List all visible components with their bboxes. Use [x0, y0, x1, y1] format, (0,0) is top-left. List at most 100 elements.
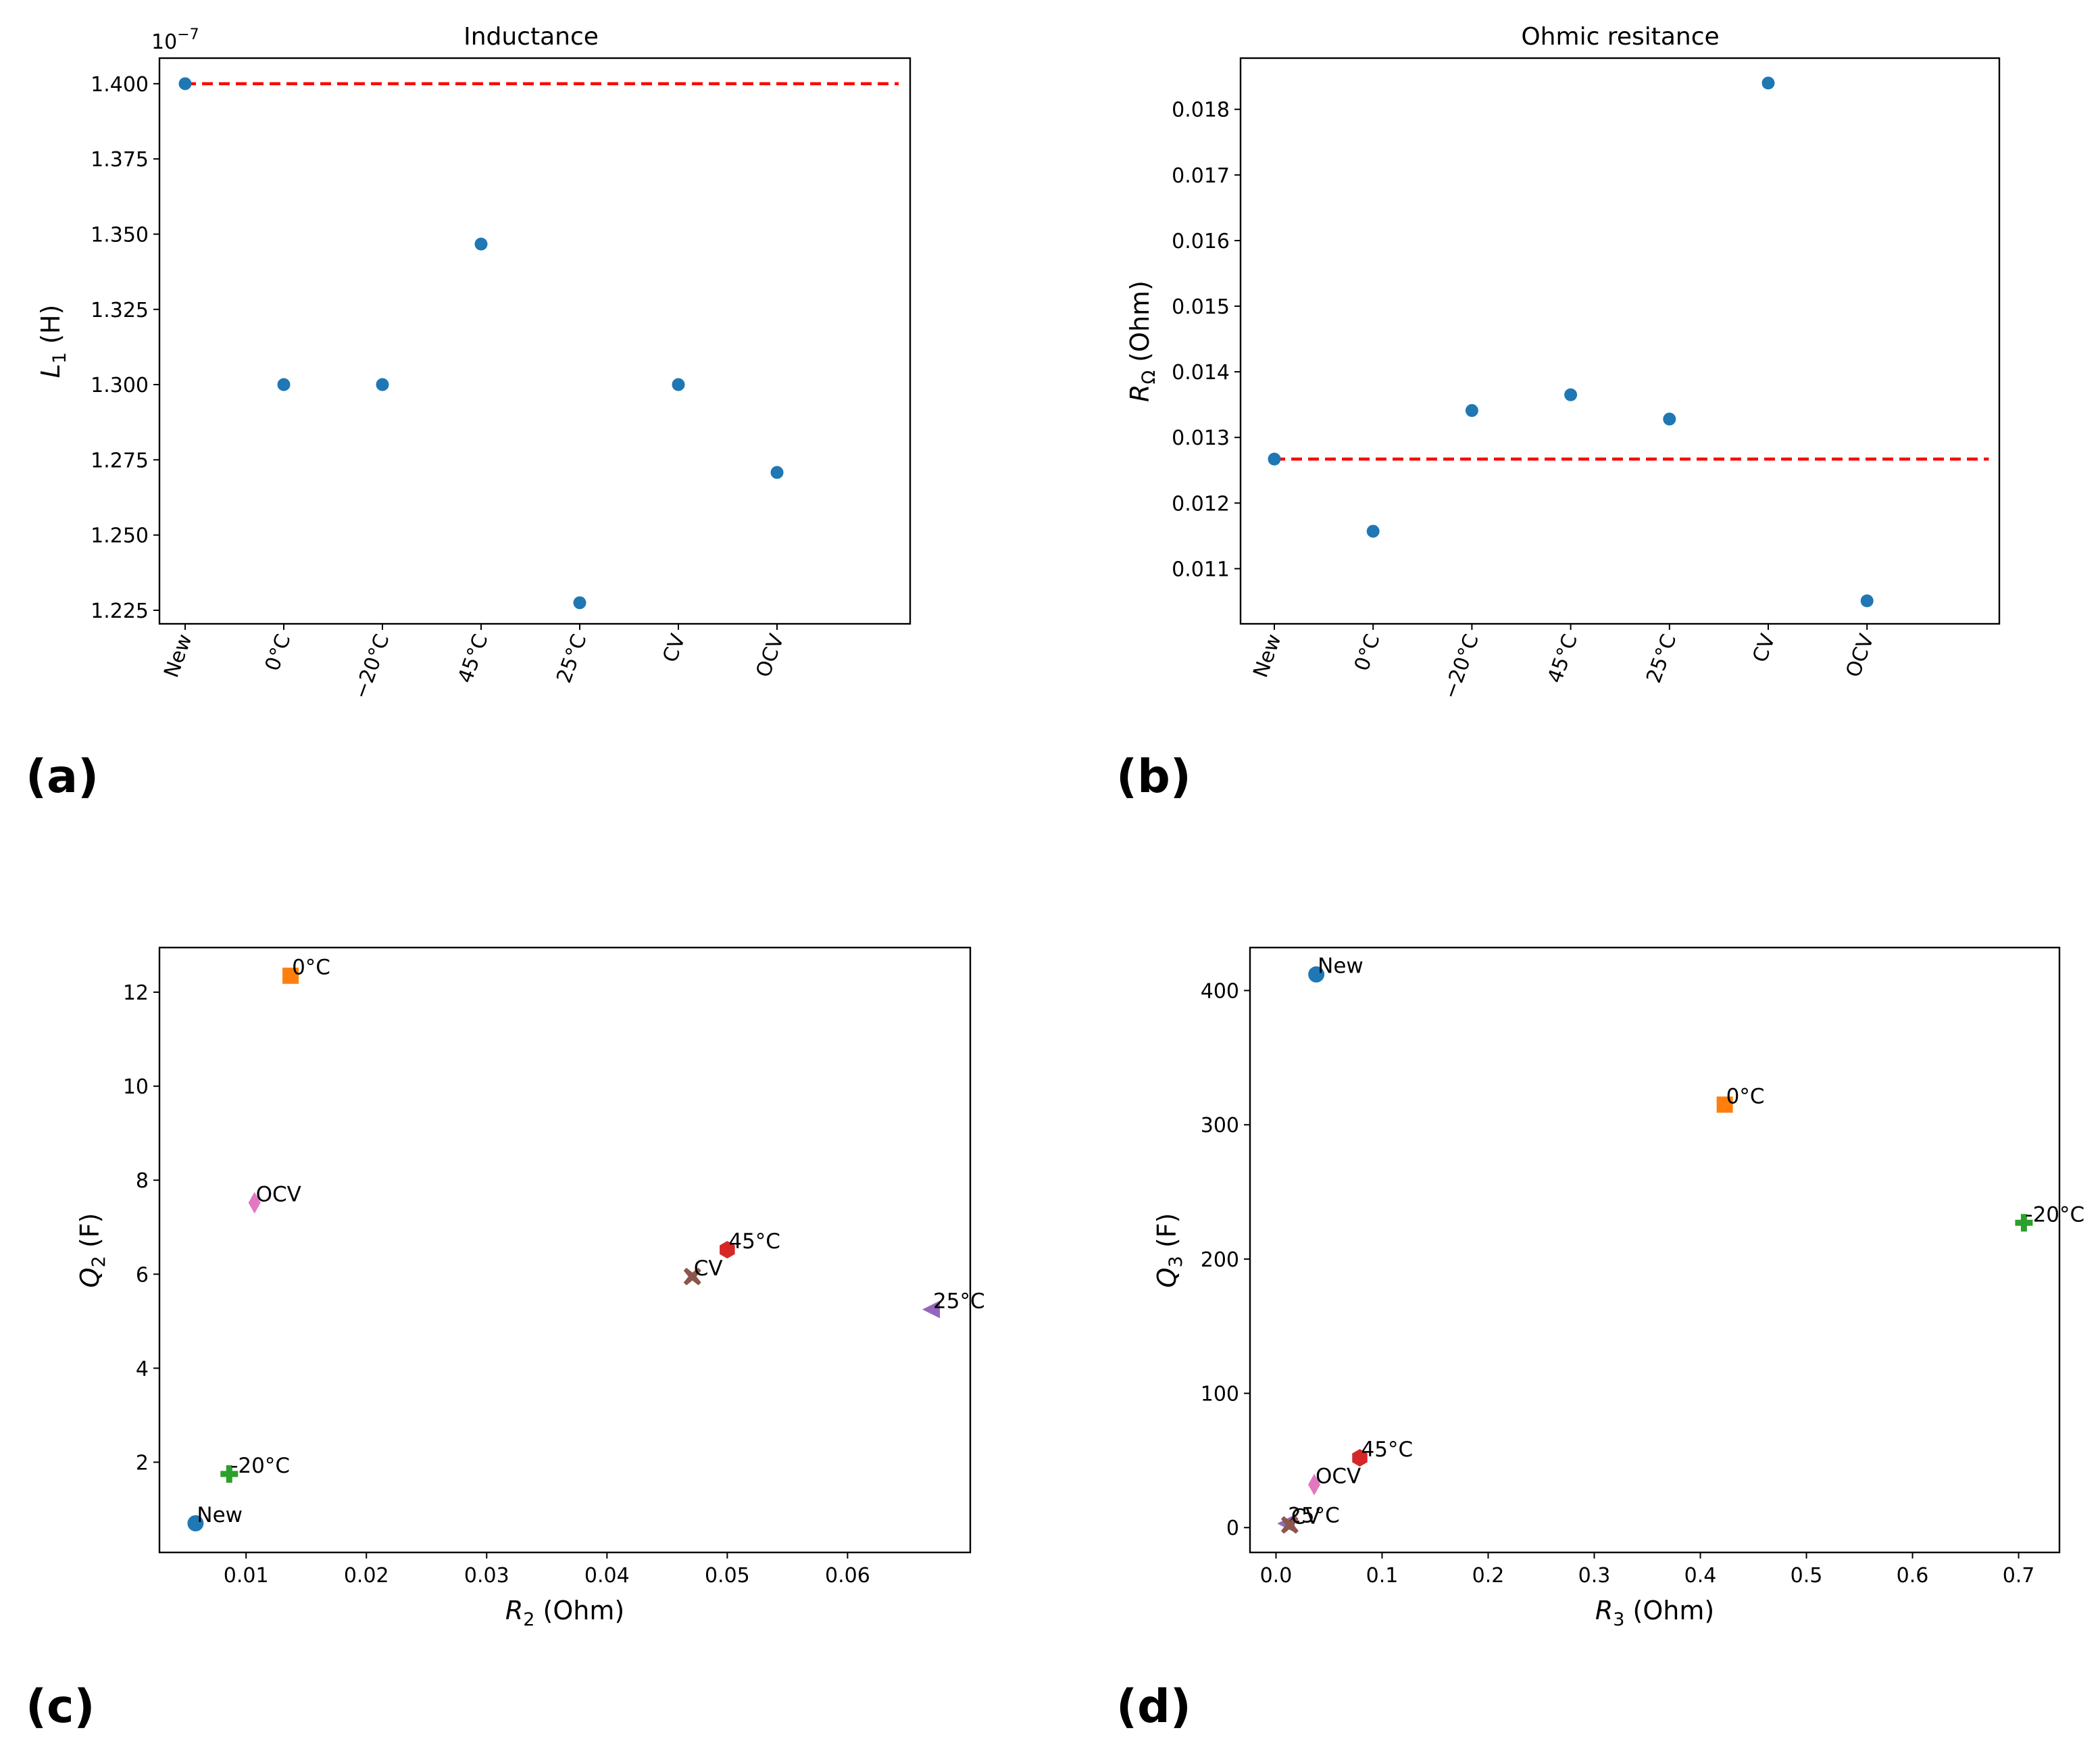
panel-c-point-label: 45°C [728, 1229, 780, 1254]
panel-a-point [277, 378, 291, 391]
panel-d-yticks: 0 100 200 300 400 [1201, 980, 1250, 1540]
panel-d-point-label: 25°C [1288, 1503, 1340, 1527]
panel-c-yticks: 2 4 6 8 10 12 [123, 981, 159, 1475]
panel-c-points: New 0°C -20°C 45°C 25°C CV OCV [187, 956, 985, 1531]
panel-a-point [178, 77, 192, 91]
panel-c-point [187, 1515, 204, 1531]
panel-b-point [1663, 412, 1676, 426]
panel-a-title: Inductance [464, 23, 599, 51]
panel-d-point-label: 45°C [1361, 1438, 1414, 1462]
panel-a-ytick-label: 1.375 [91, 148, 149, 172]
panel-b-ytick-label: 0.012 [1172, 492, 1230, 516]
panel-a-ytick-label: 1.300 [91, 374, 149, 397]
panel-b-point [1268, 452, 1281, 466]
panel-b-point [1860, 594, 1874, 608]
panel-c-ytick-label: 4 [136, 1357, 149, 1381]
panel-d-axes-frame [1249, 946, 2061, 1554]
panel-a-xtick-label: 25°C [552, 631, 591, 687]
panel-d-point [1307, 1473, 1320, 1496]
panel-d-ytick-label: 0 [1226, 1517, 1239, 1540]
panel-b-ytick-label: 0.015 [1172, 295, 1230, 319]
panel-a-xtick-label: −20°C [349, 631, 395, 702]
panel-b-ytick-label: 0.013 [1172, 426, 1230, 450]
panel-c-point [683, 1267, 701, 1285]
panel-c-axes-frame [158, 946, 972, 1554]
panel-d-point [2015, 1214, 2033, 1232]
panel-d-point-label: New [1318, 954, 1364, 979]
panel-c-xtick-label: 0.02 [344, 1564, 389, 1588]
panel-a-point [672, 378, 685, 391]
panel-b-ytick-label: 0.017 [1172, 164, 1230, 188]
panel-b-ytick-label: 0.014 [1172, 361, 1230, 385]
panel-d-point-label: -20°C [2025, 1202, 2084, 1227]
panel-c-point [248, 1192, 261, 1214]
panel-b-xtick-label: 45°C [1543, 631, 1582, 687]
panel-c-xticks: 0.01 0.02 0.03 0.04 0.05 0.06 [224, 1552, 870, 1588]
panel-a-xtick-label: 45°C [453, 631, 493, 687]
panel-a-ytick-label: 1.350 [91, 223, 149, 247]
panel-a-xtick-label: New [159, 631, 197, 681]
panel-c-xtick-label: 0.03 [464, 1564, 509, 1588]
panel-a-inductance: Inductance 10−7 L1 (H) 1.2251.2501.2751.… [26, 23, 911, 804]
panel-a-ytick-label: 1.225 [91, 599, 149, 623]
panel-c-point [282, 967, 299, 984]
panel-c-point-label: CV [694, 1256, 723, 1281]
panel-a-point [770, 466, 784, 479]
panel-c-point-label: 0°C [292, 956, 330, 980]
panel-d-point-label: CV [1291, 1504, 1320, 1529]
panel-b-point [1465, 403, 1478, 417]
panel-c-ytick-label: 12 [123, 981, 149, 1005]
panel-c-point-label: -20°C [230, 1454, 290, 1478]
panel-d-xtick-label: 0.0 [1260, 1564, 1293, 1588]
panel-a-points [178, 77, 784, 610]
panel-a-label: (a) [26, 750, 99, 804]
panel-c-xtick-label: 0.04 [584, 1564, 630, 1588]
panel-c-point [220, 1465, 239, 1483]
panel-a-axes-frame [158, 57, 911, 625]
panel-b-xtick-label: OCV [1842, 631, 1879, 681]
panel-c-xtick-label: 0.05 [705, 1564, 750, 1588]
panel-d-ytick-label: 200 [1201, 1248, 1239, 1272]
panel-b-points [1268, 76, 1874, 608]
panel-b-label: (b) [1116, 750, 1191, 804]
panel-c-ytick-label: 8 [136, 1169, 149, 1193]
panel-d-xtick-label: 0.6 [1897, 1564, 1929, 1588]
panel-d-ytick-label: 100 [1201, 1383, 1239, 1406]
panel-a-ytick-label: 1.325 [91, 299, 149, 322]
panel-b-xtick-label: 0°C [1350, 631, 1385, 675]
panel-b-point [1564, 388, 1578, 401]
panel-a-ytick-label: 1.400 [91, 73, 149, 97]
panel-b-ylabel: RΩ (Ohm) [1125, 280, 1159, 402]
panel-d-point-label: OCV [1316, 1465, 1361, 1489]
panel-d-point [1308, 966, 1325, 983]
panel-a-xtick-label: OCV [751, 631, 789, 681]
panel-b-ytick-label: 0.016 [1172, 230, 1230, 253]
panel-b-ytick-label: 0.011 [1172, 558, 1230, 581]
panel-c-ytick-label: 2 [136, 1451, 149, 1475]
panel-d-points: New 0°C -20°C 45°C 25°CCV OCV [1277, 954, 2084, 1534]
panel-a-xtick-label: 0°C [261, 631, 296, 675]
panel-d-point [1716, 1096, 1733, 1113]
panel-a-xticks: New 0°C −20°C 45°C 25°C CV OCV [159, 624, 789, 702]
panel-c-point [922, 1300, 941, 1319]
panel-d-point [1352, 1448, 1368, 1467]
panel-a-xtick-label: CV [658, 631, 690, 665]
panel-b-xtick-label: 25°C [1642, 631, 1681, 687]
panel-a-point [573, 596, 586, 610]
panel-b-axes-frame [1239, 57, 2001, 625]
panel-a-point [376, 378, 389, 391]
panel-c-point [720, 1241, 735, 1259]
panel-c-label: (c) [26, 1680, 95, 1734]
panel-a-ylabel: L1 (H) [36, 305, 70, 378]
panel-c-point-label: New [197, 1503, 243, 1527]
panel-b-point [1761, 76, 1775, 90]
panel-d-xticks: 0.0 0.1 0.2 0.3 0.4 0.5 0.6 0.7 [1260, 1552, 2034, 1588]
panel-b-yticks: 0.011 0.012 0.013 0.014 0.015 0.016 0.017 0.018 [1172, 99, 1241, 581]
panel-d-xtick-label: 0.1 [1366, 1564, 1399, 1588]
panel-b-xticks: New 0°C −20°C 45°C 25°C CV OCV [1249, 624, 1879, 702]
panel-d-xtick-label: 0.2 [1472, 1564, 1505, 1588]
panel-c-point-label: OCV [256, 1183, 301, 1207]
panel-a-point [474, 237, 488, 251]
